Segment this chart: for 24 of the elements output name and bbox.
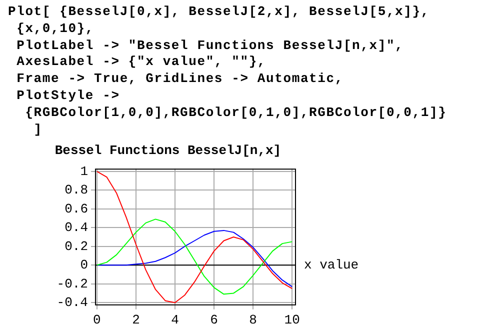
y-tick-label: -0.2	[56, 276, 88, 292]
y-tick-label: 1	[80, 164, 88, 179]
text: Frame -> True, GridLines -> Automatic,	[16, 71, 344, 88]
y-tick-label: -0.4	[56, 295, 88, 310]
text: {RGBColor[1,0,0],RGBColor[0,1,0],RGBColor[0,0,1]}	[24, 104, 447, 122]
x-tick-label: 2	[132, 312, 140, 328]
x-tick-label: 10	[284, 312, 300, 328]
text: ]	[32, 122, 44, 138]
x-tick-label: 8	[249, 312, 257, 328]
text: {x,0,10},	[16, 20, 96, 38]
y-tick-label: 0.8	[64, 182, 88, 198]
y-tick-label: 0.6	[64, 201, 88, 216]
y-tick-label: 0.4	[64, 220, 88, 236]
x-tick-label: 4	[171, 312, 180, 328]
x-tick-label: 0	[93, 312, 101, 328]
text: AxesLabel -> {"x value", ""},	[16, 54, 268, 72]
chart-title: Bessel Functions BesselJ[n,x]	[54, 143, 282, 158]
text: PlotStyle ->	[16, 88, 121, 105]
text: PlotLabel -> "Bessel Functions BesselJ[n,x]",	[16, 38, 405, 54]
y-tick-label: 0.2	[64, 238, 88, 254]
x-tick-label: 6	[210, 312, 218, 328]
y-tick-label: 0	[80, 258, 88, 273]
text: Plot[ {BesselJ[0,x], BesselJ[2,x], BesselJ[5,x]},	[8, 4, 430, 21]
x-axis-title: x value	[304, 258, 359, 273]
